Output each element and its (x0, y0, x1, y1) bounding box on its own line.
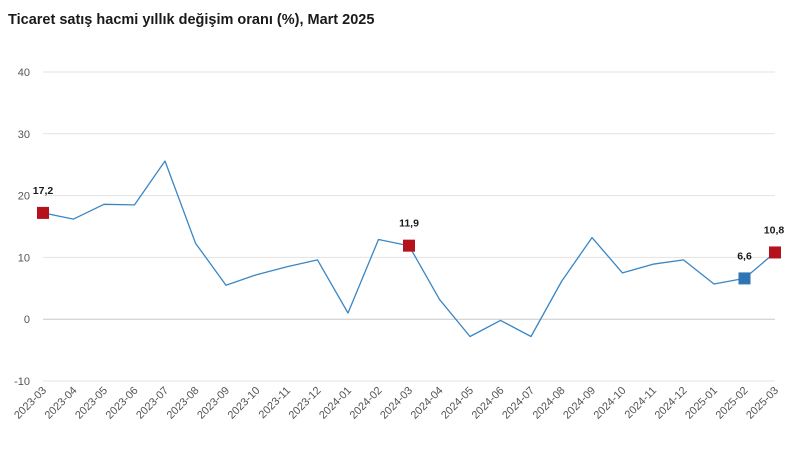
x-tick-label: 2024-06 (470, 385, 507, 422)
highlight-marker (37, 206, 49, 219)
x-tick-label: 2025-01 (683, 385, 720, 422)
x-tick-label: 2024-05 (439, 385, 476, 422)
x-tick-label: 2024-10 (592, 385, 629, 422)
x-tick-label: 2024-08 (531, 385, 568, 422)
y-tick-label: 30 (18, 129, 30, 141)
x-tick-label: 2023-10 (226, 385, 263, 422)
grid-lines (43, 71, 775, 382)
data-label: 11,9 (399, 218, 419, 230)
x-tick-label: 2024-02 (348, 385, 385, 422)
x-tick-label: 2024-07 (500, 385, 537, 422)
data-label: 17,2 (33, 185, 54, 197)
x-tick-label: 2023-04 (43, 385, 80, 422)
highlight-markers: 17,2 11,9 6,6 10,8 (33, 185, 785, 285)
x-tick-label: 2025-03 (744, 385, 781, 422)
x-tick-label: 2023-06 (104, 385, 141, 422)
x-tick-label: 2024-03 (378, 385, 415, 422)
x-tick-label: 2024-04 (409, 385, 446, 422)
data-label: 6,6 (737, 250, 752, 262)
y-tick-label: 20 (18, 191, 30, 203)
x-tick-label: 2025-02 (714, 385, 751, 422)
x-tick-label: 2023-09 (195, 385, 232, 422)
y-tick-label: 0 (24, 314, 30, 326)
x-tick-label: 2023-12 (287, 385, 324, 422)
x-tick-label: 2023-07 (134, 385, 171, 422)
x-axis: 2023-032023-042023-052023-062023-072023-… (12, 385, 781, 422)
x-tick-label: 2024-01 (317, 385, 354, 422)
y-axis: -10 0 10 20 30 40 (14, 67, 30, 388)
highlight-marker (769, 246, 781, 259)
y-tick-label: 40 (18, 67, 30, 79)
highlight-marker (403, 239, 415, 252)
y-tick-label: -10 (14, 376, 30, 388)
chart-title: Ticaret satış hacmi yıllık değişim oranı… (8, 12, 375, 28)
x-tick-label: 2023-03 (12, 385, 49, 422)
x-tick-label: 2024-12 (653, 385, 690, 422)
highlight-marker (738, 272, 751, 285)
data-label: 10,8 (764, 224, 785, 236)
x-tick-label: 2023-05 (73, 385, 110, 422)
x-tick-label: 2023-08 (165, 385, 202, 422)
y-tick-label: 10 (18, 252, 30, 264)
x-tick-label: 2024-09 (561, 385, 598, 422)
